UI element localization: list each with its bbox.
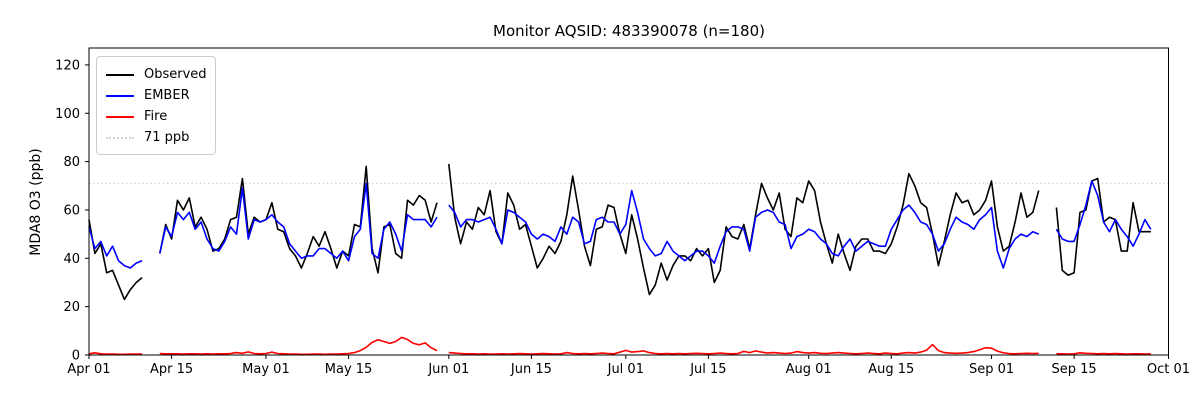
x-tick-label: Oct 01	[1147, 362, 1190, 377]
legend-label-fire: Fire	[144, 109, 168, 124]
fire-line-swatch	[106, 115, 134, 118]
y-tick-label: 20	[63, 300, 80, 315]
y-tick-label: 120	[55, 58, 80, 73]
y-tick-label: 0	[72, 349, 80, 364]
y-tick-label: 100	[55, 107, 80, 122]
threshold-line-swatch	[106, 136, 134, 139]
ember-line-swatch	[106, 94, 134, 97]
x-tick-label: Sep 01	[969, 362, 1014, 377]
x-tick-label: Jul 01	[607, 362, 644, 377]
x-tick-label: May 15	[325, 362, 373, 377]
x-tick-label: Aug 01	[786, 362, 832, 377]
chart-title: Monitor AQSID: 483390078 (n=180)	[493, 22, 765, 40]
legend: Observed EMBER Fire 71 ppb	[96, 56, 216, 155]
legend-item-fire: Fire	[106, 106, 207, 127]
legend-label-observed: Observed	[144, 67, 207, 82]
x-tick-label: Sep 15	[1052, 362, 1097, 377]
y-tick-label: 40	[63, 252, 80, 267]
x-tick-label: Jun 01	[427, 362, 469, 377]
observed-line-swatch	[106, 73, 134, 76]
legend-label-threshold: 71 ppb	[144, 130, 190, 145]
y-tick-label: 60	[63, 203, 80, 218]
x-tick-label: May 01	[242, 362, 290, 377]
x-tick-label: Apr 01	[67, 362, 110, 377]
x-tick-label: Jul 15	[689, 362, 726, 377]
y-tick-label: 80	[63, 155, 80, 170]
legend-item-observed: Observed	[106, 64, 207, 85]
x-tick-label: Apr 15	[150, 362, 193, 377]
legend-item-threshold: 71 ppb	[106, 127, 207, 148]
legend-item-ember: EMBER	[106, 85, 207, 106]
x-tick-label: Aug 15	[868, 362, 914, 377]
legend-label-ember: EMBER	[144, 88, 190, 103]
x-tick-label: Jun 15	[510, 362, 552, 377]
